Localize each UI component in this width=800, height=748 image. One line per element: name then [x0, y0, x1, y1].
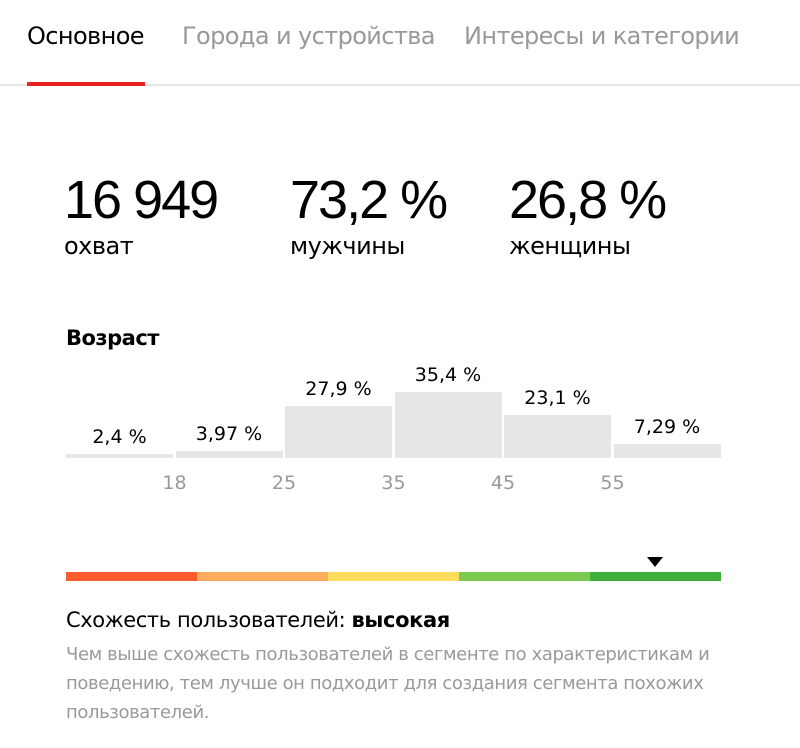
- age-bar: [504, 415, 611, 458]
- tab-interests-categories[interactable]: Интересы и категории: [464, 22, 740, 50]
- similarity-scale: [66, 572, 721, 581]
- similarity-title: Схожесть пользователей: высокая: [66, 606, 450, 634]
- metric-reach-label: охват: [64, 232, 134, 260]
- age-bar-chart: 2,4 % 3,97 % 27,9 % 35,4 % 23,1 % 7,29 %…: [66, 360, 726, 500]
- similarity-scale-segment: [328, 572, 459, 581]
- age-tick: 18: [162, 472, 187, 494]
- similarity-scale-segment: [66, 572, 197, 581]
- metric-women-label: женщины: [509, 232, 631, 260]
- age-bar-label: 23,1 %: [524, 387, 591, 409]
- age-tick: 45: [490, 472, 516, 494]
- similarity-description: Чем выше схожесть пользователей в сегмен…: [66, 644, 710, 723]
- age-bar-label: 27,9 %: [305, 378, 372, 400]
- age-bar-label: 7,29 %: [633, 416, 701, 438]
- tab-bar: Основное Города и устройства Интересы и …: [0, 0, 800, 86]
- age-bar: [613, 444, 721, 458]
- age-bar-label: 35,4 %: [414, 364, 482, 386]
- age-tick: 35: [381, 472, 406, 494]
- metric-reach: 16 949 охват: [64, 168, 219, 260]
- age-bar-label: 3,97 %: [195, 423, 263, 445]
- age-chart-title: Возраст: [66, 326, 159, 350]
- metric-women-value: 26,8 %: [509, 170, 667, 230]
- metric-men-value: 73,2 %: [290, 170, 448, 230]
- similarity-scale-segment: [197, 572, 328, 581]
- similarity-scale-segment: [459, 572, 590, 581]
- age-bar: [175, 451, 283, 458]
- age-tick: 25: [271, 472, 297, 494]
- metric-men-label: мужчины: [290, 232, 405, 260]
- metric-men: 73,2 % мужчины: [290, 168, 448, 260]
- similarity-marker-icon: [647, 557, 663, 567]
- metric-reach-value: 16 949: [64, 170, 219, 230]
- similarity-scale-segment: [590, 572, 721, 581]
- tab-main[interactable]: Основное: [27, 22, 145, 50]
- age-tick: 55: [600, 472, 625, 494]
- age-bar: [66, 454, 173, 458]
- age-bar-label: 2,4 %: [92, 426, 147, 448]
- similarity-level: высокая: [351, 608, 451, 632]
- active-tab-indicator: [27, 82, 145, 86]
- age-bar: [285, 406, 392, 458]
- tab-cities-devices[interactable]: Города и устройства: [182, 22, 436, 50]
- similarity-title-label: Схожесть пользователей:: [66, 608, 352, 632]
- age-bar: [394, 392, 502, 458]
- metric-women: 26,8 % женщины: [509, 168, 667, 260]
